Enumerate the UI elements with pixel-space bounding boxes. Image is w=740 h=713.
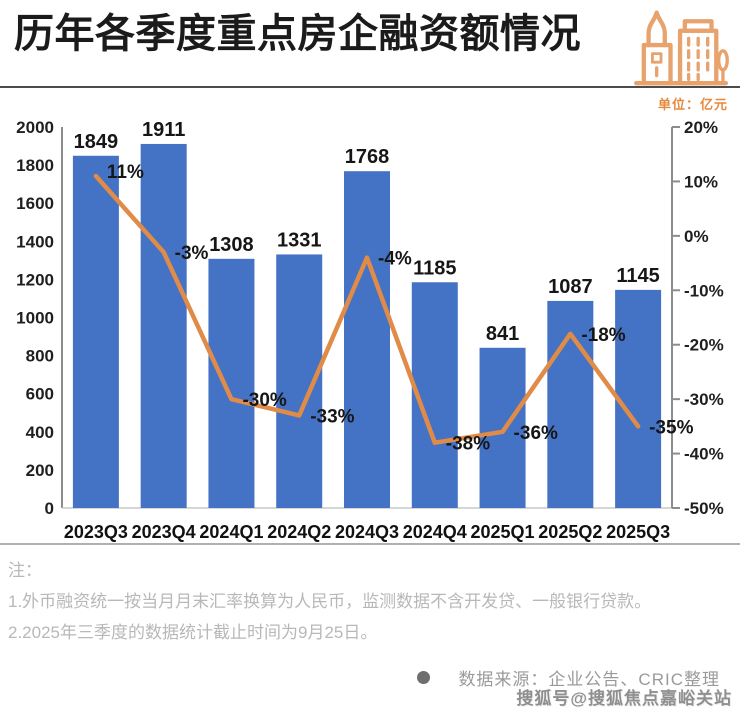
bar-value-label: 1768	[345, 146, 390, 168]
line-value-label: -4%	[378, 249, 412, 270]
right-axis-tick: 20%	[684, 118, 718, 137]
data-source-row: 数据来源：企业公告、CRIC整理	[417, 665, 720, 690]
line-value-label: 11%	[107, 162, 144, 183]
bar-2025Q3	[615, 289, 662, 508]
footer-divider	[0, 543, 740, 545]
bar-value-label: 1911	[142, 119, 185, 141]
right-axis-tick: -10%	[684, 281, 724, 300]
header-divider	[0, 86, 740, 88]
note-item-2: 2.2025年三季度的数据统计截止时间为9月25日。	[8, 623, 378, 642]
right-axis-tick: 0%	[684, 227, 709, 246]
left-axis-tick: 1200	[16, 270, 54, 289]
bullet-dot-icon	[417, 671, 431, 684]
bar-value-label: 1087	[548, 276, 593, 298]
x-axis-label: 2025Q3	[606, 522, 670, 542]
line-value-label: -35%	[649, 417, 693, 438]
left-axis-tick: 1400	[16, 232, 54, 251]
left-axis-tick: 1000	[16, 309, 54, 328]
line-value-label: -33%	[310, 406, 354, 427]
combo-chart: 200018001600140012001000800600400200020%…	[16, 118, 724, 542]
yoy-growth-line	[93, 173, 641, 445]
x-axis-label: 2025Q1	[471, 522, 535, 542]
bar-value-label: 1145	[616, 265, 659, 287]
bar-2024Q1	[208, 258, 255, 508]
line-value-label: -18%	[581, 325, 625, 346]
left-axis-tick: 200	[26, 461, 54, 480]
line-value-label: -30%	[242, 390, 286, 411]
unit-label: 单位：亿元	[657, 97, 728, 112]
left-axis-tick: 600	[26, 385, 54, 404]
right-axis-tick: -20%	[684, 336, 724, 355]
line-value-label: -36%	[514, 423, 558, 444]
left-axis-tick: 1800	[16, 156, 54, 175]
bar-value-label: 1331	[277, 229, 322, 251]
left-axis-tick: 400	[26, 423, 54, 442]
bar-value-label: 1849	[74, 131, 119, 153]
x-axis-label: 2023Q4	[132, 522, 196, 542]
note-item-1: 1.外币融资统一按当月月末汇率换算为人民币，监测数据不含开发贷、一般银行贷款。	[8, 592, 652, 611]
bar-2024Q3	[344, 171, 390, 509]
notes-label: 注：	[8, 561, 42, 580]
watermark-text: 搜狐号@搜狐焦点嘉峪关站	[516, 689, 732, 708]
line-value-label: -38%	[446, 434, 490, 455]
buildings-icon	[634, 10, 729, 86]
left-axis-tick: 800	[26, 347, 54, 366]
x-axis-label: 2024Q3	[335, 522, 399, 542]
bar-value-label: 1185	[413, 257, 456, 279]
right-axis-tick: -30%	[684, 390, 724, 409]
left-axis-tick: 2000	[16, 118, 54, 137]
bar-2023Q4	[140, 143, 187, 508]
right-axis-tick: 10%	[684, 172, 718, 191]
right-axis-tick: -50%	[684, 499, 724, 518]
right-axis-tick: -40%	[684, 445, 724, 464]
x-axis-label: 2024Q4	[403, 522, 467, 542]
page-title: 历年各季度重点房企融资额情况	[14, 12, 581, 56]
data-source-text: 数据来源：企业公告、CRIC整理	[458, 670, 720, 689]
x-axis-label: 2025Q2	[538, 522, 602, 542]
left-axis-tick: 0	[45, 499, 54, 518]
line-value-label: -3%	[175, 243, 209, 264]
x-axis-label: 2024Q2	[267, 522, 331, 542]
x-axis-label: 2024Q1	[199, 522, 263, 542]
bar-value-label: 1308	[209, 234, 254, 256]
x-axis-label: 2023Q3	[64, 522, 128, 542]
bar-2023Q3	[72, 155, 119, 508]
left-axis-tick: 1600	[16, 194, 54, 213]
bar-value-label: 841	[486, 323, 519, 345]
